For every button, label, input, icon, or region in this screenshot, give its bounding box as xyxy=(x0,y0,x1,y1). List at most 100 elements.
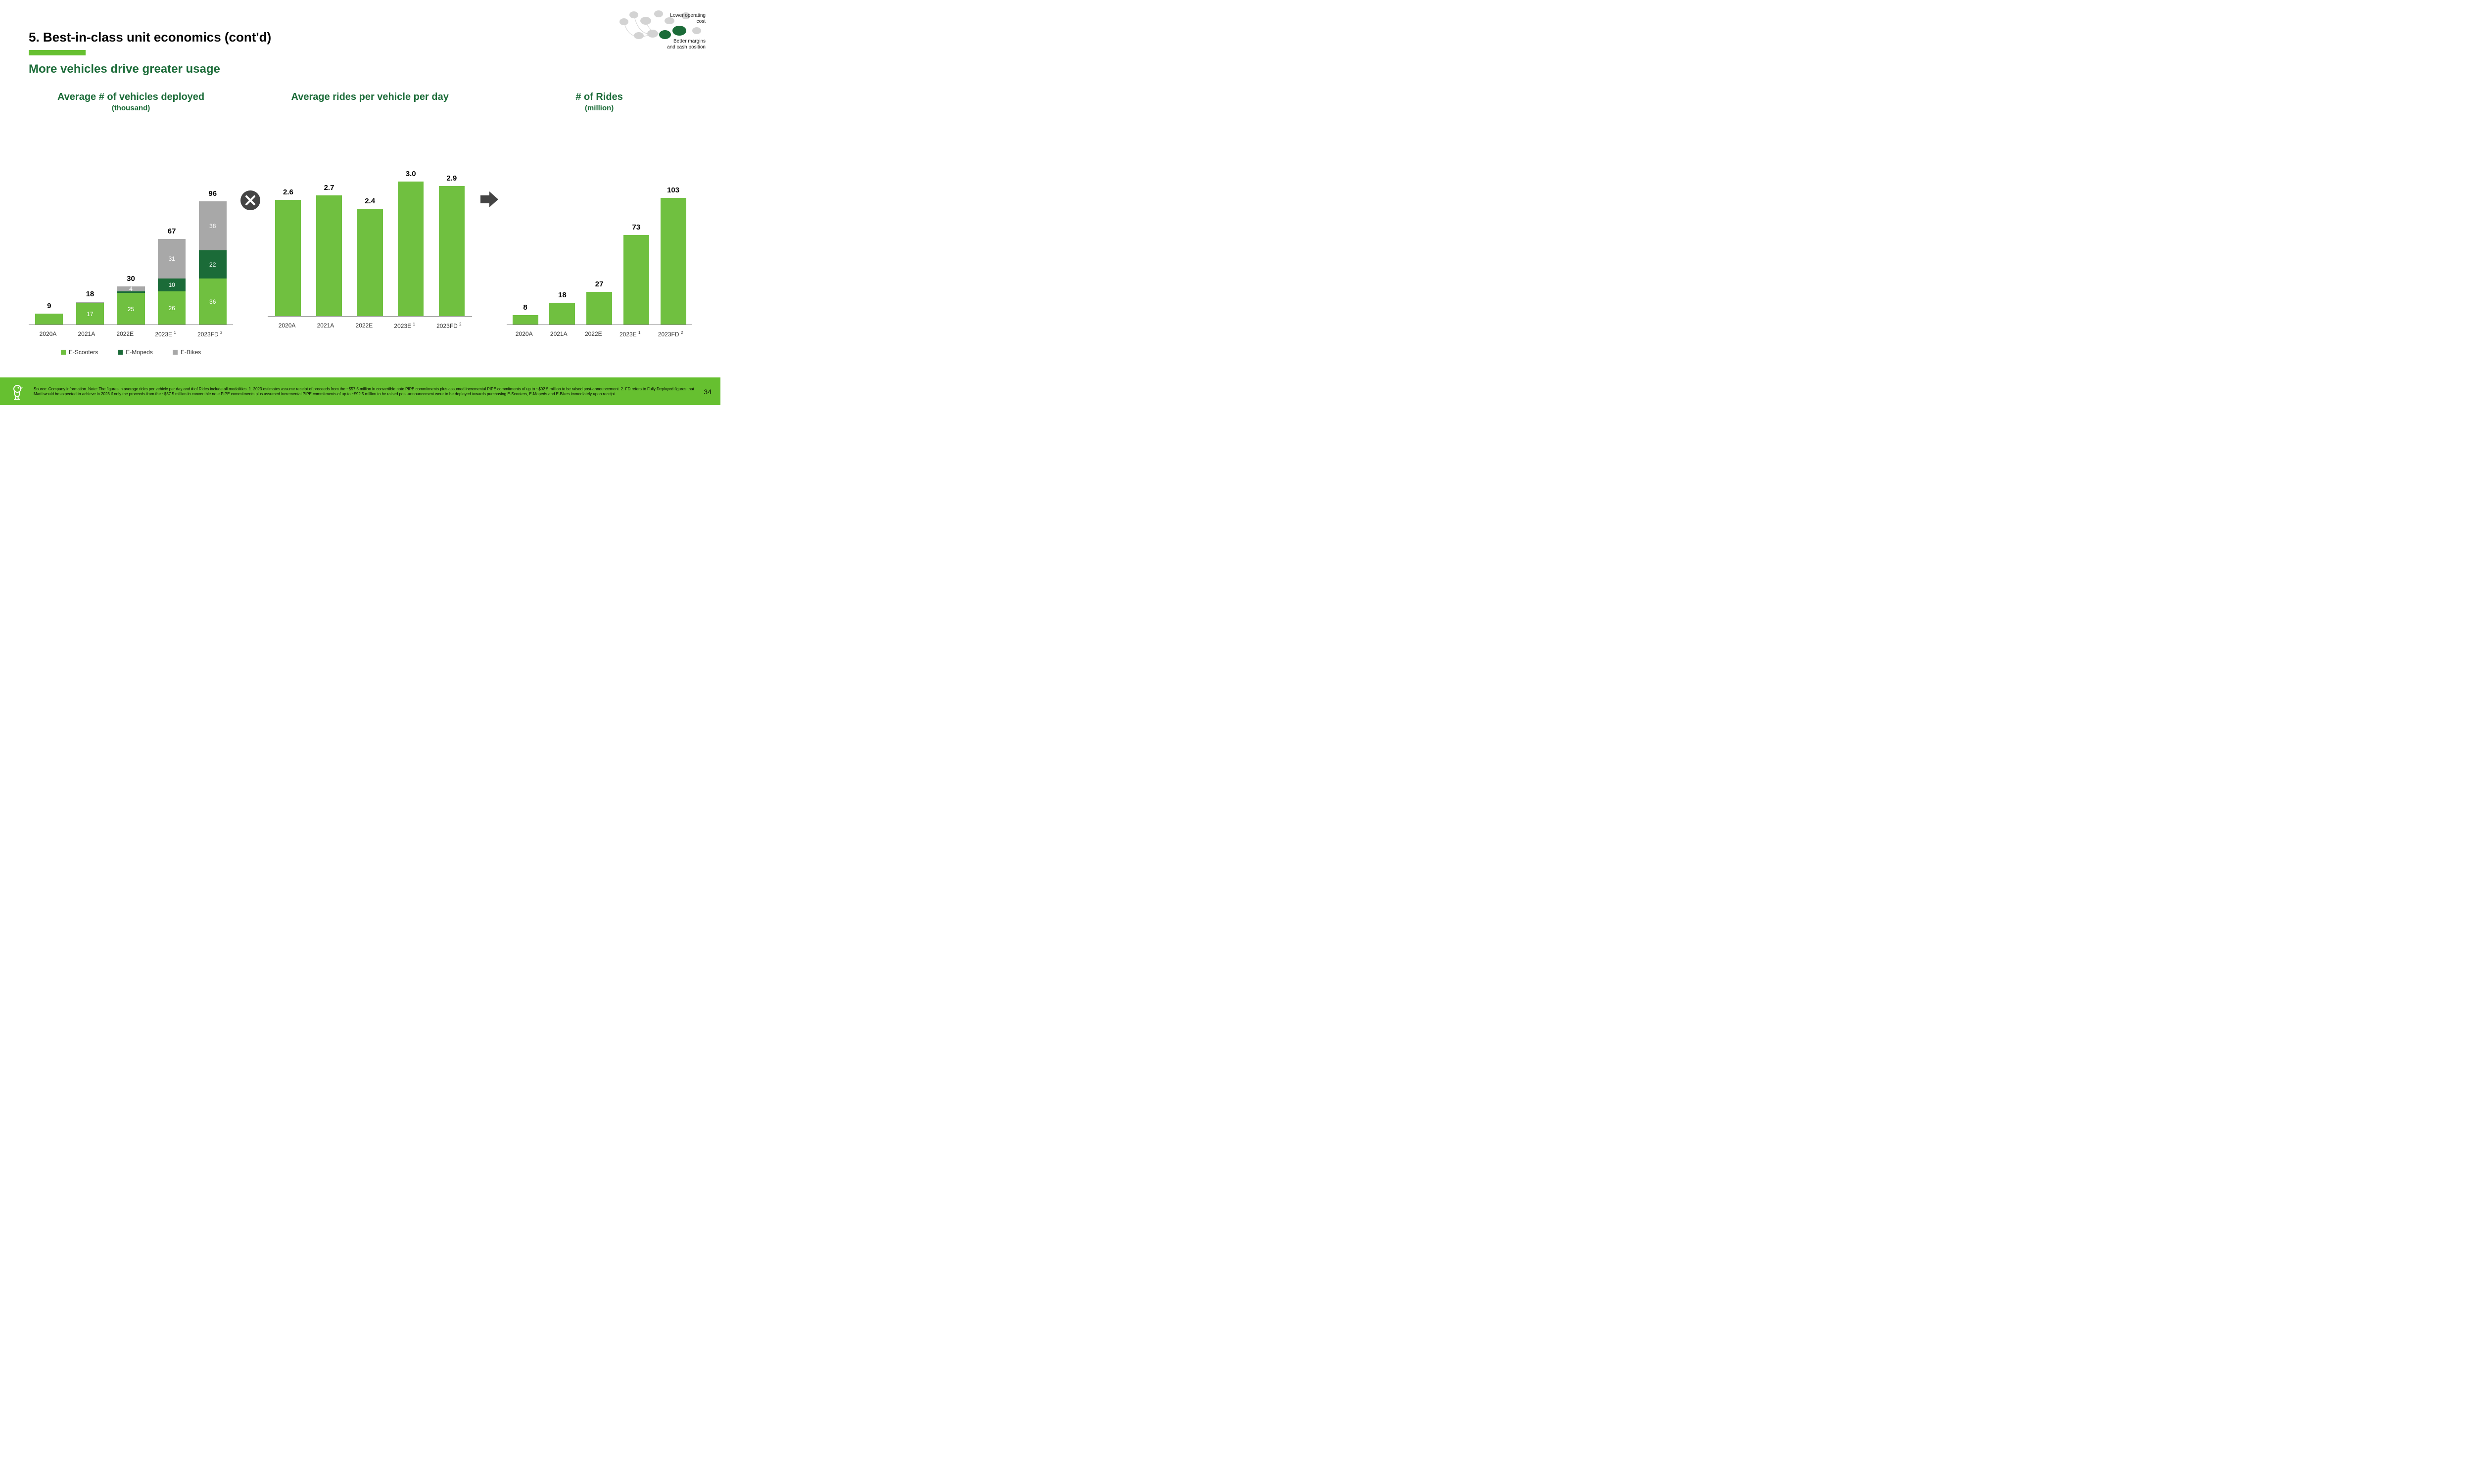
x-axis-label: 2022E xyxy=(356,322,373,329)
bar xyxy=(275,200,301,317)
chart2-plot: 2.62.72.43.02.9 2020A2021A2022E2023E 120… xyxy=(268,139,472,317)
bar xyxy=(316,195,342,317)
bar-total-label: 73 xyxy=(623,223,649,232)
legend-label: E-Mopeds xyxy=(126,349,153,356)
chart1-legend: E-Scooters E-Mopeds E-Bikes xyxy=(61,349,201,356)
x-axis-label: 2020A xyxy=(279,322,296,329)
footer: Source: Company information. Note: The f… xyxy=(0,377,720,405)
bar-group: 30254 xyxy=(117,286,145,325)
bar xyxy=(661,198,686,325)
chart3-subtitle: (million) xyxy=(585,104,614,112)
arrow-right-icon xyxy=(479,190,499,208)
bar-group: 8 xyxy=(513,315,538,325)
x-axis-label: 2023FD 2 xyxy=(658,330,683,338)
chart3-plot: 8182773103 2020A2021A2022E2023E 12023FD … xyxy=(507,147,692,325)
x-axis-label: 2023FD 2 xyxy=(436,322,461,329)
chart1-plot: 91817302546726103196362238 2020A2021A202… xyxy=(29,147,233,325)
bar-group: 2.4 xyxy=(357,209,383,317)
bar-segment: 4 xyxy=(117,286,145,291)
bar xyxy=(623,235,649,325)
corner-bubble-diagram: Lower operating cost Better margins and … xyxy=(614,9,706,58)
bar-segment: 25 xyxy=(117,293,145,325)
x-axis-label: 2021A xyxy=(78,330,95,338)
x-axis-label: 2022E xyxy=(585,330,602,338)
bar-total-label: 2.6 xyxy=(275,188,301,196)
bar-segment xyxy=(35,314,63,325)
legend-item: E-Scooters xyxy=(61,349,98,356)
bar-segment: 22 xyxy=(199,250,227,278)
bar-total-label: 18 xyxy=(76,290,104,298)
corner-label-1: Lower operating cost xyxy=(666,13,706,24)
chart1-subtitle: (thousand) xyxy=(112,104,150,112)
chart3-title: # of Rides xyxy=(575,92,623,103)
bar xyxy=(439,186,465,317)
bar xyxy=(357,209,383,317)
arrow-operator xyxy=(472,190,507,208)
bar-total-label: 96 xyxy=(199,189,227,198)
footer-text: Source: Company information. Note: The f… xyxy=(34,387,698,397)
x-axis-label: 2023FD 2 xyxy=(197,330,222,338)
multiply-icon xyxy=(240,190,260,210)
bar-segment: 38 xyxy=(199,201,227,250)
bar-segment: 17 xyxy=(76,303,104,325)
bar xyxy=(398,182,424,317)
bird-logo-icon xyxy=(9,382,28,401)
x-axis-label: 2023E 1 xyxy=(155,330,176,338)
bar-group: 2.9 xyxy=(439,186,465,317)
x-axis-label: 2021A xyxy=(550,330,568,338)
bar-group: 1817 xyxy=(76,302,104,325)
legend-item: E-Mopeds xyxy=(118,349,153,356)
legend-item: E-Bikes xyxy=(173,349,201,356)
bar-segment: 36 xyxy=(199,278,227,325)
bar-group: 96362238 xyxy=(199,201,227,325)
bar-segment: 31 xyxy=(158,239,186,279)
bar-total-label: 2.7 xyxy=(316,184,342,192)
title-underline xyxy=(29,50,86,55)
chart-vehicles-deployed: Average # of vehicles deployed (thousand… xyxy=(29,92,233,356)
x-axis-label: 2021A xyxy=(317,322,334,329)
page-title: 5. Best-in-class unit economics (cont'd) xyxy=(29,30,692,45)
corner-label-2: Better margins and cash position xyxy=(666,39,706,50)
bar-group: 2.7 xyxy=(316,195,342,317)
legend-swatch xyxy=(118,350,123,355)
bar-total-label: 27 xyxy=(586,280,612,288)
chart-total-rides: # of Rides (million) 8182773103 2020A202… xyxy=(507,92,692,325)
bar-group: 3.0 xyxy=(398,182,424,317)
legend-swatch xyxy=(61,350,66,355)
x-axis-label: 2022E xyxy=(116,330,134,338)
bar xyxy=(586,292,612,325)
bar-total-label: 9 xyxy=(35,302,63,310)
page-number: 34 xyxy=(704,388,712,396)
x-axis-label: 2020A xyxy=(40,330,57,338)
bar-group: 9 xyxy=(35,314,63,325)
chart-rides-per-vehicle: Average rides per vehicle per day 2.62.7… xyxy=(268,92,472,317)
bar-total-label: 103 xyxy=(661,186,686,194)
x-axis-label: 2023E 1 xyxy=(619,330,641,338)
bar-group: 103 xyxy=(661,198,686,325)
bar xyxy=(549,303,575,325)
bar-group: 27 xyxy=(586,292,612,325)
bar-total-label: 2.9 xyxy=(439,174,465,183)
bar-total-label: 3.0 xyxy=(398,170,424,178)
charts-row: Average # of vehicles deployed (thousand… xyxy=(29,92,692,339)
bar-total-label: 2.4 xyxy=(357,197,383,205)
x-axis-label: 2020A xyxy=(516,330,533,338)
legend-swatch xyxy=(173,350,178,355)
bar-total-label: 67 xyxy=(158,227,186,235)
slide: 5. Best-in-class unit economics (cont'd)… xyxy=(0,0,720,405)
bar-group: 18 xyxy=(549,303,575,325)
bar-total-label: 18 xyxy=(549,291,575,299)
bar-segment: 26 xyxy=(158,291,186,325)
legend-label: E-Scooters xyxy=(69,349,98,356)
chart1-title: Average # of vehicles deployed xyxy=(57,92,204,103)
multiply-operator xyxy=(233,190,268,210)
bar-segment: 10 xyxy=(158,278,186,291)
bar-total-label: 30 xyxy=(117,275,145,283)
bar-group: 2.6 xyxy=(275,200,301,317)
bar xyxy=(513,315,538,325)
subtitle: More vehicles drive greater usage xyxy=(29,62,692,76)
bar-group: 67261031 xyxy=(158,239,186,325)
legend-label: E-Bikes xyxy=(181,349,201,356)
x-axis-label: 2023E 1 xyxy=(394,322,415,329)
header: 5. Best-in-class unit economics (cont'd)… xyxy=(0,0,720,76)
